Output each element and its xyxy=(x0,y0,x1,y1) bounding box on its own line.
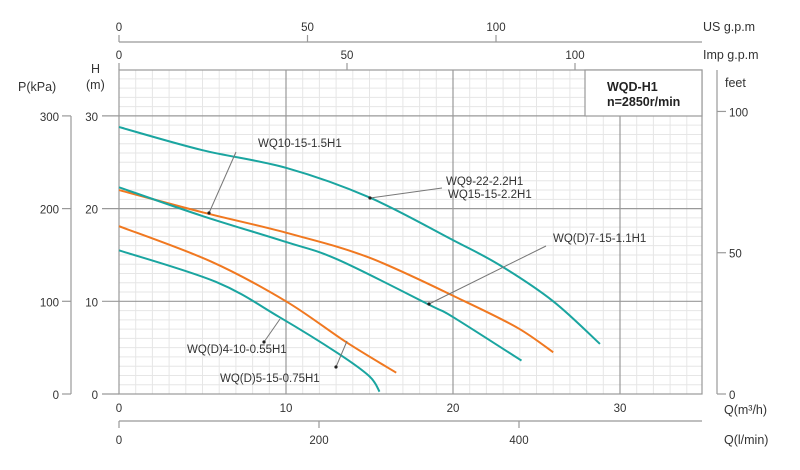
leader-point xyxy=(334,365,338,369)
lmin-tick-label: 0 xyxy=(116,435,122,447)
curve-series-4 xyxy=(118,249,381,393)
label-wq9-22-2.2h1: WQ9-22-2.2H1 xyxy=(446,176,523,188)
imp-gpm-tick-label: 50 xyxy=(341,50,354,62)
title-box: WQD-H1 n=2850r/min xyxy=(584,69,703,117)
y-tick-label: 0 xyxy=(92,390,98,402)
leader-point xyxy=(368,196,372,200)
chart-title: WQD-H1 xyxy=(607,80,658,94)
feet-tick-label: 50 xyxy=(729,249,742,261)
flow-lmin-axis-title: Q(l/min) xyxy=(724,433,768,447)
pressure-tick-label: 300 xyxy=(40,112,59,124)
major-grid xyxy=(102,70,702,395)
us-gpm-tick-label: 50 xyxy=(301,22,314,34)
y-tick-label: 30 xyxy=(85,112,98,124)
pressure-tick-label: 200 xyxy=(40,205,59,217)
curve-series-0 xyxy=(118,126,601,345)
leader-point xyxy=(427,302,431,306)
chart-subtitle: n=2850r/min xyxy=(607,95,680,109)
x-tick-label: 0 xyxy=(116,403,122,415)
imp-gpm-tick-label: 0 xyxy=(116,50,122,62)
head-axis-title: H xyxy=(91,62,100,76)
feet-tick-label: 100 xyxy=(729,107,748,119)
label-wq10-15-1.5h1: WQ10-15-1.5H1 xyxy=(258,138,342,150)
leader-line xyxy=(208,151,237,214)
leader-point xyxy=(262,340,266,344)
label-wqd4-10-0.55h1: WQ(D)4-10-0.55H1 xyxy=(187,344,287,356)
plot-frame xyxy=(118,69,703,395)
imp-gpm-tick-label: 100 xyxy=(565,50,584,62)
leader-point xyxy=(207,211,211,215)
label-wqd7-15-1.1h1: WQ(D)7-15-1.1H1 xyxy=(553,233,646,245)
leader-line xyxy=(428,245,547,305)
curve-series-2 xyxy=(118,186,523,362)
pressure-tick-label: 100 xyxy=(40,297,59,309)
us-gpm-tick-label: 100 xyxy=(486,22,505,34)
lmin-tick-label: 400 xyxy=(509,435,528,447)
pressure-axis-title: P(kPa) xyxy=(18,80,56,94)
imp-gpm-axis-title: Imp g.p.m xyxy=(703,48,759,62)
lmin-tick-label: 200 xyxy=(309,435,328,447)
curves xyxy=(118,126,601,393)
pressure-tick-label: 0 xyxy=(53,390,59,402)
curve-label-leaders xyxy=(207,151,547,369)
feet-axis-title: feet xyxy=(725,76,746,90)
us-gpm-tick-label: 0 xyxy=(116,22,122,34)
feet-tick-label: 0 xyxy=(729,390,735,402)
label-wq15-15-2.2h1: WQ15-15-2.2H1 xyxy=(448,189,532,201)
x-tick-label: 10 xyxy=(280,403,293,415)
y-tick-label: 10 xyxy=(85,297,98,309)
us-gpm-axis-title: US g.p.m xyxy=(703,20,755,34)
head-axis-unit: (m) xyxy=(86,78,105,92)
x-tick-label: 20 xyxy=(447,403,460,415)
x-tick-label: 30 xyxy=(614,403,627,415)
flow-m3h-axis-title: Q(m³/h) xyxy=(724,403,767,417)
label-wqd5-15-0.75h1: WQ(D)5-15-0.75H1 xyxy=(220,373,320,385)
curve-series-3 xyxy=(118,225,397,374)
leader-line xyxy=(335,340,348,368)
curve-series-1 xyxy=(118,189,554,354)
y-tick-label: 20 xyxy=(85,205,98,217)
leader-line xyxy=(369,187,443,199)
leader-line xyxy=(263,318,281,343)
